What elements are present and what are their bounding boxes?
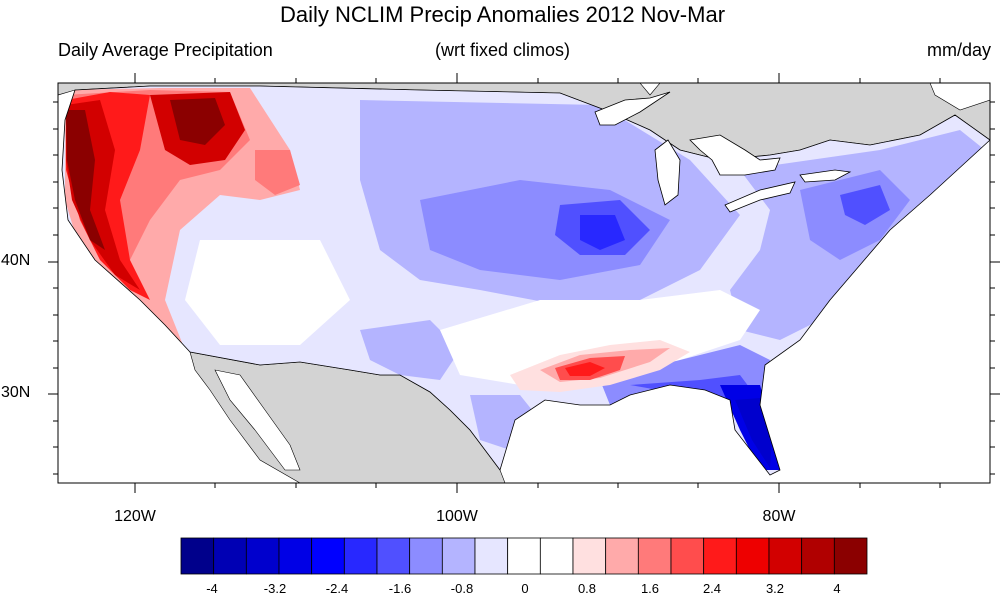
colorbar-swatch	[376, 537, 411, 575]
colorbar-label: -1.6	[388, 581, 412, 596]
colorbar-label: 1.6	[640, 581, 660, 596]
hudson-bay-water	[639, 83, 661, 96]
colorbar-label: -3.2	[263, 581, 287, 596]
colorbar-label: -4	[206, 581, 218, 596]
lon-label-80w: 80W	[762, 508, 796, 525]
colorbar-swatch	[801, 537, 835, 575]
colorbar-swatch	[572, 537, 607, 575]
colorbar-swatch	[409, 537, 443, 575]
units-label: mm/day	[926, 40, 991, 60]
map-title: Daily NCLIM Precip Anomalies 2012 Nov-Ma…	[279, 2, 726, 27]
lat-label-30n: 30N	[1, 384, 31, 401]
lon-label-100w: 100W	[436, 508, 478, 525]
colorbar-swatch	[245, 537, 280, 575]
colorbar-swatch	[833, 537, 868, 575]
subtitle-left: Daily Average Precipitation	[58, 40, 273, 60]
colorbar-swatch	[735, 537, 770, 575]
colorbar-swatch	[278, 537, 313, 575]
gulf-of-california	[214, 369, 301, 471]
colorbar-swatch	[343, 537, 378, 575]
plot-border	[57, 82, 991, 484]
colorbar-label: -0.8	[450, 581, 474, 596]
gulf-of-st-lawrence	[929, 83, 990, 111]
lat-label-40n: 40N	[1, 252, 31, 269]
colorbar-label: 2.4	[702, 581, 722, 596]
colorbar-swatch	[637, 537, 672, 575]
colorbar-label: 0	[521, 581, 529, 596]
colorbar-label: 3.2	[765, 581, 785, 596]
colorbar-swatch	[213, 537, 247, 575]
colorbar-swatch	[605, 537, 639, 575]
lake-superior	[594, 91, 671, 126]
great-lakes	[594, 91, 852, 213]
colorbar-label: 0.8	[577, 581, 597, 596]
lon-label-120w: 120W	[114, 508, 156, 525]
colorbar-swatch	[539, 537, 574, 575]
colorbar-swatch	[441, 537, 476, 575]
colorbar-label: 4	[833, 581, 841, 596]
colorbar-swatch	[703, 537, 737, 575]
lake-michigan	[654, 139, 681, 206]
colorbar-swatch	[474, 537, 509, 575]
colorbar	[180, 537, 868, 575]
colorbar-swatch	[180, 537, 215, 575]
subtitle-center: (wrt fixed climos)	[434, 40, 570, 60]
axis-ticks	[48, 73, 1000, 493]
colorbar-label: -2.4	[325, 581, 349, 596]
lake-erie	[724, 181, 796, 213]
colorbar-swatch	[311, 537, 345, 575]
lake-ontario	[799, 169, 852, 183]
colorbar-swatch	[507, 537, 541, 575]
lake-huron	[689, 134, 781, 176]
colorbar-swatch	[670, 537, 705, 575]
anomaly-field	[62, 86, 990, 475]
colorbar-swatch	[768, 537, 803, 575]
